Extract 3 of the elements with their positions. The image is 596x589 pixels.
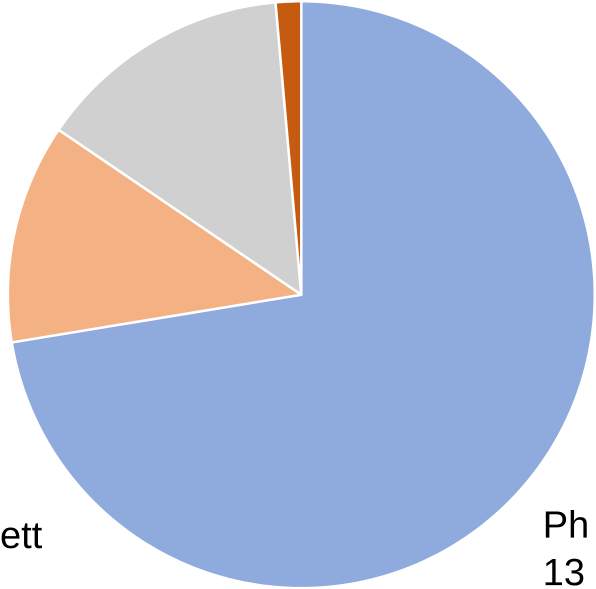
text: Ph	[546, 510, 587, 538]
text: ett	[2, 523, 42, 548]
text: 13	[546, 558, 584, 586]
